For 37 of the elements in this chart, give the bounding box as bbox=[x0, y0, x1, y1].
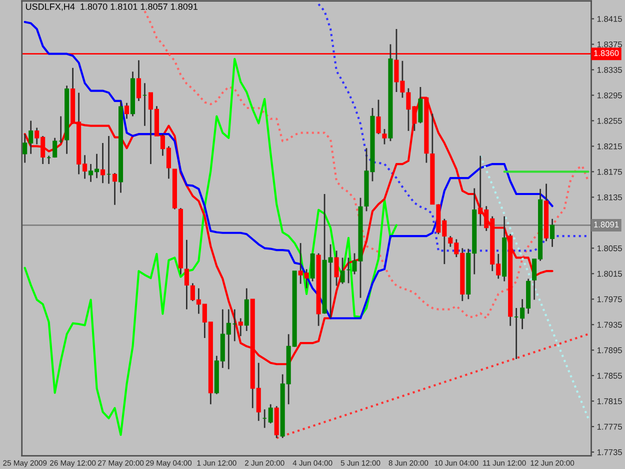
y-tick-label: 1.7975 bbox=[597, 296, 622, 302]
candlestick bbox=[268, 404, 273, 424]
line-series bbox=[24, 20, 554, 320]
candlestick bbox=[124, 102, 130, 120]
chart-title: USDLFX,H4 1.8070 1.8101 1.8057 1.8091 bbox=[26, 3, 198, 11]
y-tick-label: 1.8255 bbox=[597, 118, 622, 124]
y-tick-label: 1.7935 bbox=[597, 322, 622, 328]
y-tick-label: 1.7855 bbox=[597, 372, 622, 379]
y-tick-label: 1.8135 bbox=[597, 194, 622, 200]
y-tick-label: 1.8015 bbox=[597, 270, 622, 277]
ref-line-label: 1.8360 bbox=[594, 50, 619, 56]
y-tick-label: 1.8415 bbox=[597, 16, 622, 22]
candlestick bbox=[100, 142, 106, 184]
candlestick bbox=[376, 99, 381, 135]
y-tick-label: 1.8335 bbox=[597, 66, 622, 73]
candlestick bbox=[334, 250, 339, 286]
y-tick-label: 1.8175 bbox=[597, 168, 622, 175]
line-series bbox=[144, 10, 590, 320]
y-tick-label: 1.7815 bbox=[597, 398, 622, 404]
candlestick bbox=[184, 239, 189, 310]
y-tick-label: 1.8375 bbox=[597, 41, 622, 48]
line-series bbox=[24, 58, 398, 436]
candlestick bbox=[112, 172, 118, 206]
y-tick-label: 1.8215 bbox=[597, 143, 622, 150]
y-tick-label: 1.7735 bbox=[597, 449, 622, 456]
candlestick bbox=[382, 128, 387, 145]
candlestick bbox=[136, 60, 142, 102]
candlestick bbox=[52, 137, 58, 158]
y-tick-label: 1.8055 bbox=[597, 245, 622, 252]
candlestick bbox=[238, 318, 243, 337]
y-tick-label: 1.7895 bbox=[597, 347, 622, 354]
candlestick bbox=[550, 218, 555, 248]
y-tick-label: 1.8295 bbox=[597, 92, 622, 98]
candlestick bbox=[418, 86, 423, 124]
y-tick-label: 1.7775 bbox=[597, 424, 622, 430]
ref-line-label: 1.8091 bbox=[594, 222, 619, 228]
candlestick bbox=[340, 257, 345, 285]
